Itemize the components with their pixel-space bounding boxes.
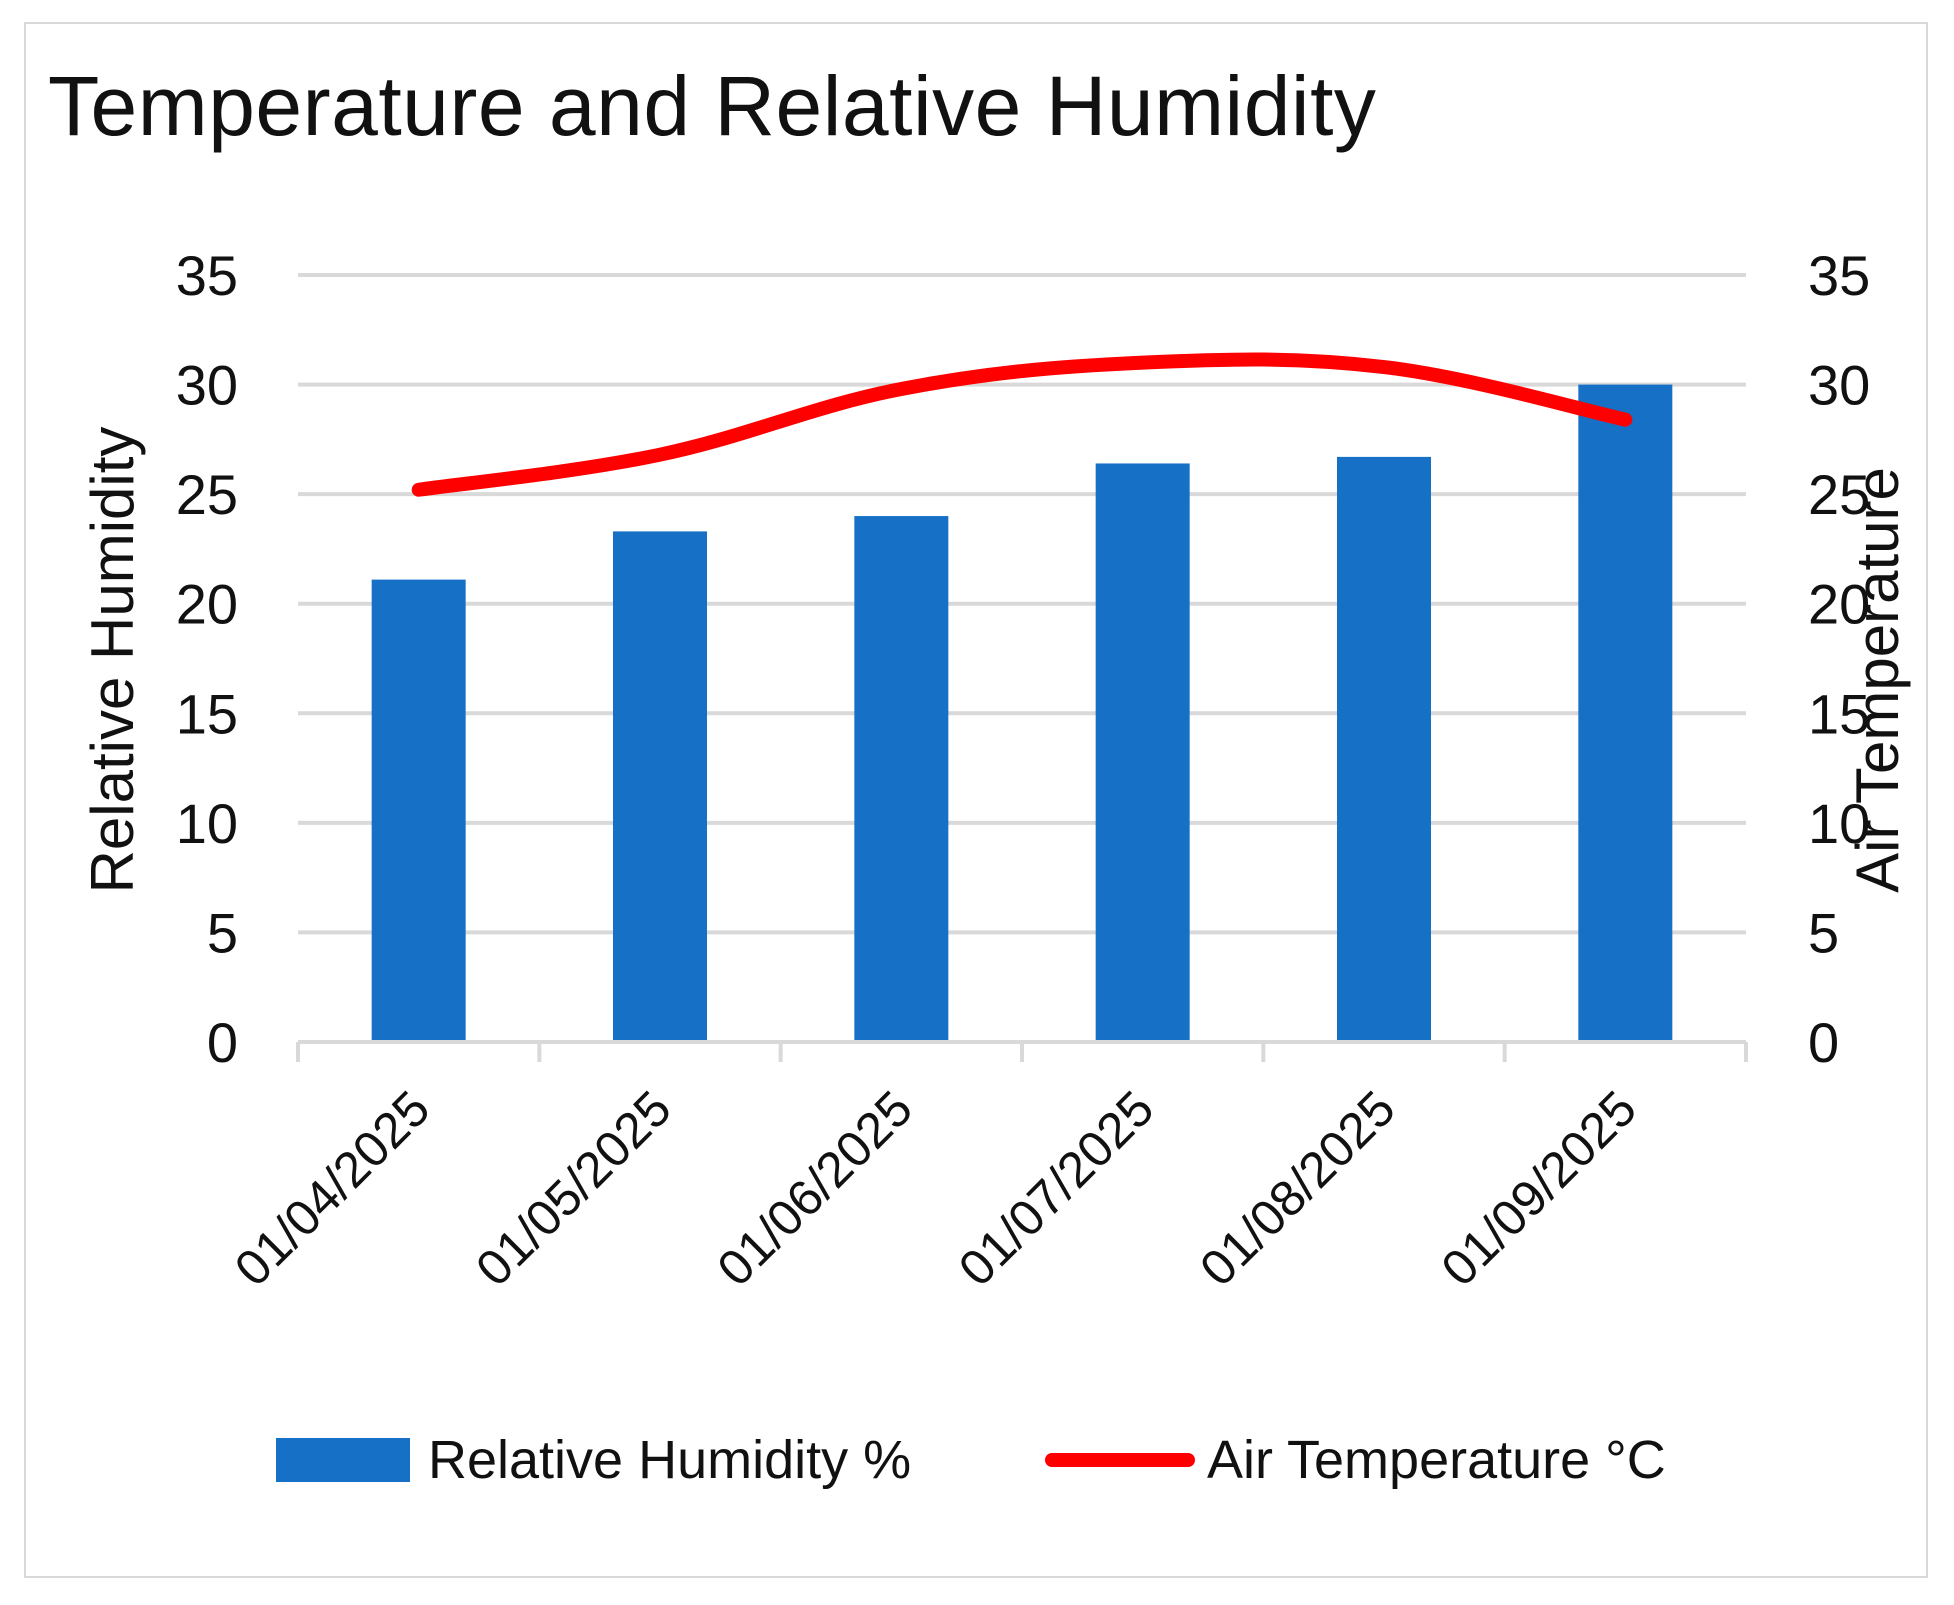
x-tick-labels: 01/04/2025 01/05/2025 01/06/2025 01/07/2025…	[224, 1080, 1647, 1297]
left-y-tick-label: 10	[176, 792, 238, 855]
humidity-bar	[371, 579, 466, 1042]
x-tick-label: 01/04/2025	[224, 1080, 441, 1297]
legend-label-temperature: Air Temperature °C	[1207, 1430, 1666, 1490]
x-tick-label: 01/06/2025	[707, 1080, 924, 1297]
right-y-tick-label: 30	[1808, 354, 1870, 417]
legend-item-temperature: Air Temperature °C	[1045, 1425, 1666, 1495]
humidity-bars	[371, 384, 1673, 1043]
x-tick-label: 01/08/2025	[1189, 1080, 1406, 1297]
temperature-line-group	[411, 352, 1633, 497]
legend-swatch-humidity	[276, 1438, 410, 1482]
humidity-bar	[1095, 463, 1190, 1042]
right-axis-label: Air Temperature	[1844, 467, 1911, 893]
left-y-tick-label: 20	[176, 573, 238, 636]
left-y-tick-label: 5	[207, 901, 238, 964]
right-y-tick-label: 0	[1808, 1011, 1839, 1074]
x-tick-label: 01/07/2025	[948, 1080, 1165, 1297]
humidity-bar	[613, 531, 707, 1042]
right-y-ticks: 0 5 10 15 20 25 30 35	[1808, 244, 1870, 1074]
left-y-tick-label: 30	[176, 354, 238, 417]
left-y-tick-label: 35	[176, 244, 238, 307]
right-y-tick-label: 5	[1808, 901, 1839, 964]
chart-title: Temperature and Relative Humidity	[48, 59, 1377, 153]
left-y-tick-label: 0	[207, 1011, 238, 1074]
right-y-tick-label: 35	[1808, 244, 1870, 307]
left-y-ticks: 0 5 10 15 20 25 30 35	[176, 244, 238, 1074]
right-y-tick-label: 25	[1808, 463, 1870, 526]
x-axis	[296, 1040, 1748, 1062]
humidity-bar	[1337, 456, 1431, 1043]
right-y-tick-label: 10	[1808, 792, 1870, 855]
right-y-tick-label: 15	[1808, 682, 1870, 745]
left-axis-label: Relative Humidity	[79, 427, 146, 894]
legend-label-humidity: Relative Humidity %	[428, 1430, 912, 1490]
legend: Relative Humidity % Air Temperature °C	[0, 1425, 1954, 1495]
temperature-line	[411, 352, 1633, 497]
humidity-bar	[854, 516, 949, 1042]
x-tick-label: 01/09/2025	[1431, 1080, 1648, 1297]
humidity-bar	[1578, 384, 1673, 1043]
x-tick-label: 01/05/2025	[465, 1080, 682, 1297]
legend-item-humidity: Relative Humidity %	[276, 1425, 911, 1495]
right-y-tick-label: 20	[1808, 573, 1870, 636]
legend-swatch-temperature	[1045, 1453, 1195, 1467]
left-y-tick-label: 25	[176, 463, 238, 526]
left-y-tick-label: 15	[176, 682, 238, 745]
